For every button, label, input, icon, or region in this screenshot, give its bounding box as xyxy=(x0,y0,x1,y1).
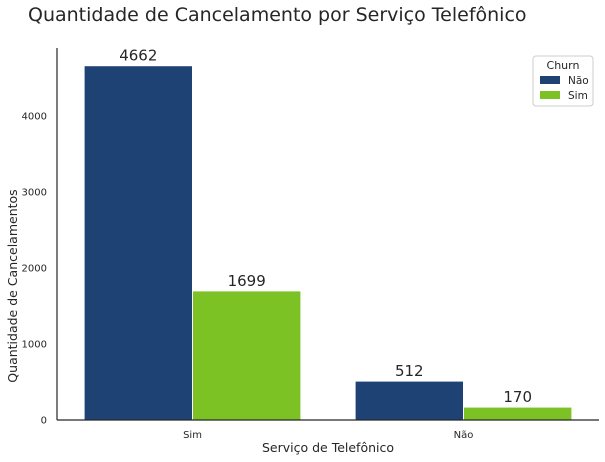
y-tick-label: 4000 xyxy=(22,112,47,123)
x-tick-label: Não xyxy=(454,430,474,441)
legend-label: Sim xyxy=(568,90,588,102)
legend-swatch xyxy=(540,91,560,99)
data-label: 1699 xyxy=(228,272,266,290)
bar-nao-sim xyxy=(83,65,193,421)
bar-sim-nao xyxy=(463,406,573,421)
bar-nao-nao xyxy=(354,380,465,421)
legend-label: Não xyxy=(568,75,589,87)
x-tick-label: Sim xyxy=(183,430,202,441)
y-tick-label: 1000 xyxy=(22,340,47,351)
y-axis-title: Quantidade de Cancelamentos xyxy=(5,189,20,382)
data-label: 170 xyxy=(503,388,532,406)
chart-title: Quantidade de Cancelamento por Serviço T… xyxy=(28,4,527,26)
y-tick-label: 2000 xyxy=(22,264,47,275)
data-label: 512 xyxy=(395,362,424,380)
bar-sim-sim xyxy=(192,290,302,421)
y-tick-label: 3000 xyxy=(22,188,47,199)
x-axis-title: Serviço de Telefônico xyxy=(262,440,394,455)
legend: Churn Não Sim xyxy=(532,55,594,107)
legend-title: Churn xyxy=(547,59,580,72)
y-tick-label: 0 xyxy=(41,416,47,427)
data-label: 4662 xyxy=(119,47,157,65)
legend-swatch xyxy=(540,76,560,84)
